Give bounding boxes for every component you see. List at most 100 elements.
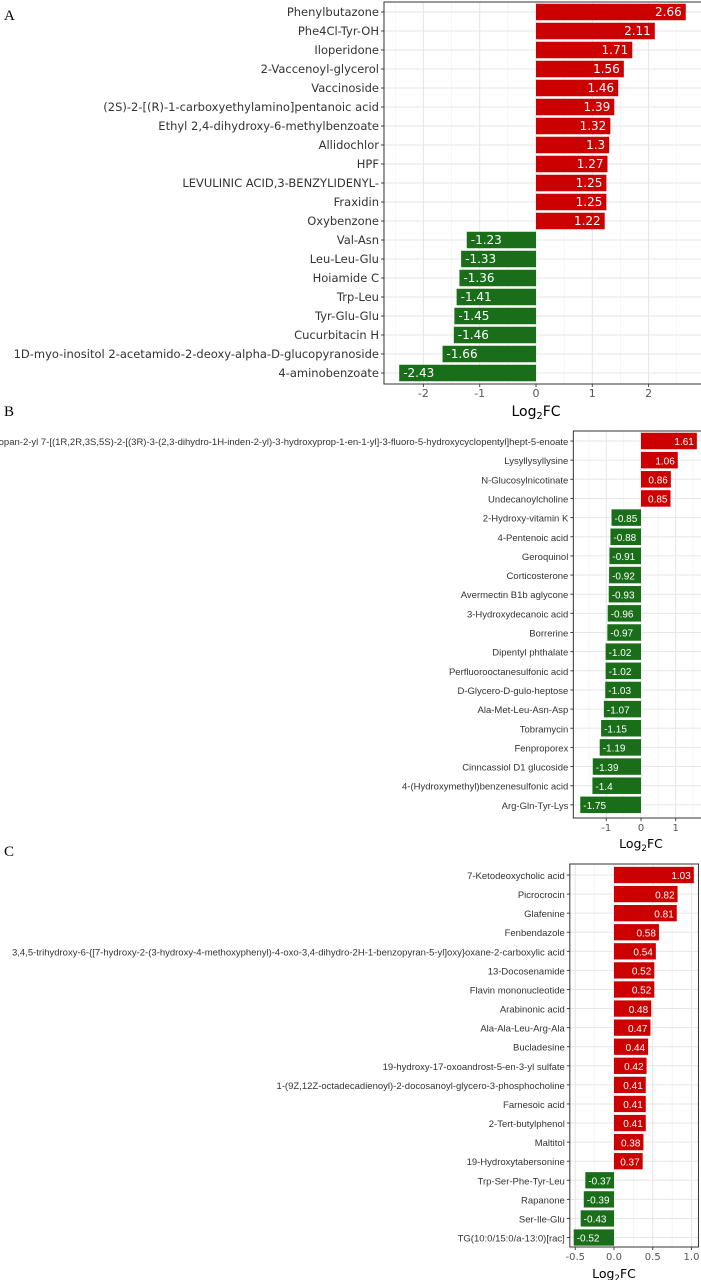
category-label: Phenylbutazone (287, 5, 379, 19)
bar (614, 866, 694, 884)
category-label: 4-Pentenoic acid (498, 533, 569, 544)
bar (614, 905, 677, 922)
category-label: Ethyl 2,4-dihydroxy-6-methylbenzoate (158, 119, 379, 133)
x-axis-title: Log2FC (511, 404, 560, 422)
bar (614, 1000, 652, 1017)
data-label: -1.4 (595, 782, 613, 793)
bar (536, 136, 610, 154)
category-label: Geroquinol (522, 552, 568, 563)
category-label: Iloperidone (314, 43, 379, 57)
category-label: 2-Hydroxy-vitamin K (483, 514, 569, 525)
bar (536, 155, 608, 173)
panel-letter: B (4, 404, 14, 420)
category-label: 19-Hydroxytabersonine (467, 1157, 565, 1168)
plot-frame (572, 430, 701, 819)
x-axis-title-main: Log (619, 836, 641, 851)
bar (456, 288, 536, 306)
data-label: -0.52 (577, 1234, 600, 1245)
data-label: -1.15 (604, 724, 627, 735)
bar (605, 643, 641, 660)
data-label: 1.3 (586, 138, 605, 152)
bar (536, 3, 686, 21)
data-label: 0.48 (629, 1005, 649, 1016)
bar (641, 451, 678, 469)
data-label: -0.88 (613, 533, 636, 544)
data-label: 2.11 (624, 24, 651, 38)
category-label: Trp-Ser-Phe-Tyr-Leu (478, 1176, 565, 1187)
data-label: 0.41 (623, 1100, 643, 1111)
category-label: LEVULINIC ACID,3-BENZYLIDENYL- (182, 176, 379, 190)
data-label: 0.47 (628, 1024, 648, 1035)
bar (611, 509, 641, 526)
x-tick-label: 1 (589, 387, 596, 400)
category-label: Cucurbitacin H (294, 328, 379, 342)
category-label: 3-Hydroxydecanoic acid (467, 609, 568, 620)
category-label: Picrocrocin (518, 890, 565, 901)
bar (580, 1210, 614, 1227)
data-label: 1.06 (655, 456, 675, 467)
category-label: N-Glucosylnicotinate (481, 475, 568, 486)
plot-frame (383, 1, 701, 385)
plot-frame (569, 863, 699, 1248)
bar (454, 307, 536, 325)
bar (599, 739, 641, 756)
x-tick-label: 1 (673, 823, 679, 834)
bar (614, 943, 656, 960)
bar (536, 98, 615, 116)
bar (614, 1057, 647, 1074)
category-label: Bucladesine (513, 1043, 565, 1054)
data-label: 0.52 (632, 986, 652, 997)
data-label: -1.39 (596, 763, 619, 774)
category-label: Borrerine (529, 629, 568, 640)
bar (614, 1133, 644, 1151)
data-label: -1.46 (458, 328, 489, 342)
category-label: Ala-Ala-Leu-Arg-Ala (480, 1024, 565, 1035)
x-tick-label: 0 (533, 387, 540, 400)
data-label: -1.03 (608, 686, 631, 697)
bar (614, 1153, 643, 1170)
bar (536, 117, 611, 135)
category-label: TG(10:0/15:0/a-13:0)[rac] (458, 1234, 565, 1245)
data-label: 1.25 (576, 195, 603, 209)
category-label: Oxybenzone (307, 214, 379, 228)
x-axis-title: Log2FC (592, 1266, 636, 1280)
data-label: -1.19 (603, 744, 626, 755)
category-label: Glafenine (524, 909, 565, 920)
bar (536, 79, 619, 97)
category-label: 1-(9Z,12Z-octadecadienoyl)-2-docosanoyl-… (276, 1081, 564, 1092)
data-label: 1.46 (587, 81, 614, 95)
category-label: Arg-Gln-Tyr-Lys (502, 801, 569, 812)
data-label: -0.96 (611, 610, 634, 621)
category-label: 7-Ketodeoxycholic acid (467, 871, 565, 882)
category-label: 4-(Hydroxymethyl)benzenesulfonic acid (402, 782, 568, 793)
x-tick-label: -1 (601, 823, 611, 834)
category-label: 1D-myo-inositol 2-acetamido-2-deoxy-alph… (14, 347, 379, 361)
x-axis-title: Log2FC (619, 836, 663, 854)
bar (609, 566, 641, 584)
data-label: 2.66 (655, 5, 682, 19)
category-label: (2S)-2-[(R)-1-carboxyethylamino]pentanoi… (103, 100, 379, 114)
bar (608, 585, 641, 603)
x-axis-title-subscript: 2 (641, 844, 647, 854)
data-label: 0.37 (620, 1157, 640, 1168)
data-label: -1.07 (607, 705, 630, 716)
data-label: 0.41 (623, 1119, 643, 1130)
data-label: -0.85 (615, 514, 638, 525)
bar (536, 174, 607, 192)
category-label: HPF (357, 157, 379, 171)
data-label: 0.54 (633, 948, 653, 959)
data-label: -1.45 (458, 309, 489, 323)
category-label: Flavin mononucleotide (470, 985, 565, 996)
category-label: Avermectin B1b aglycone (461, 590, 569, 601)
data-label: -1.02 (609, 667, 632, 678)
bar (592, 758, 641, 775)
bar (614, 1019, 651, 1036)
x-axis-title-subscript: 2 (614, 1274, 620, 1280)
x-axis-title-tail: FC (543, 404, 561, 420)
category-label: Corticosterone (507, 571, 569, 582)
bar (605, 662, 641, 680)
plot-background (383, 2, 701, 384)
category-label: Arabinonic acid (500, 1005, 565, 1016)
data-label: -0.92 (612, 571, 635, 582)
x-tick-label: 1.0 (684, 1252, 700, 1263)
